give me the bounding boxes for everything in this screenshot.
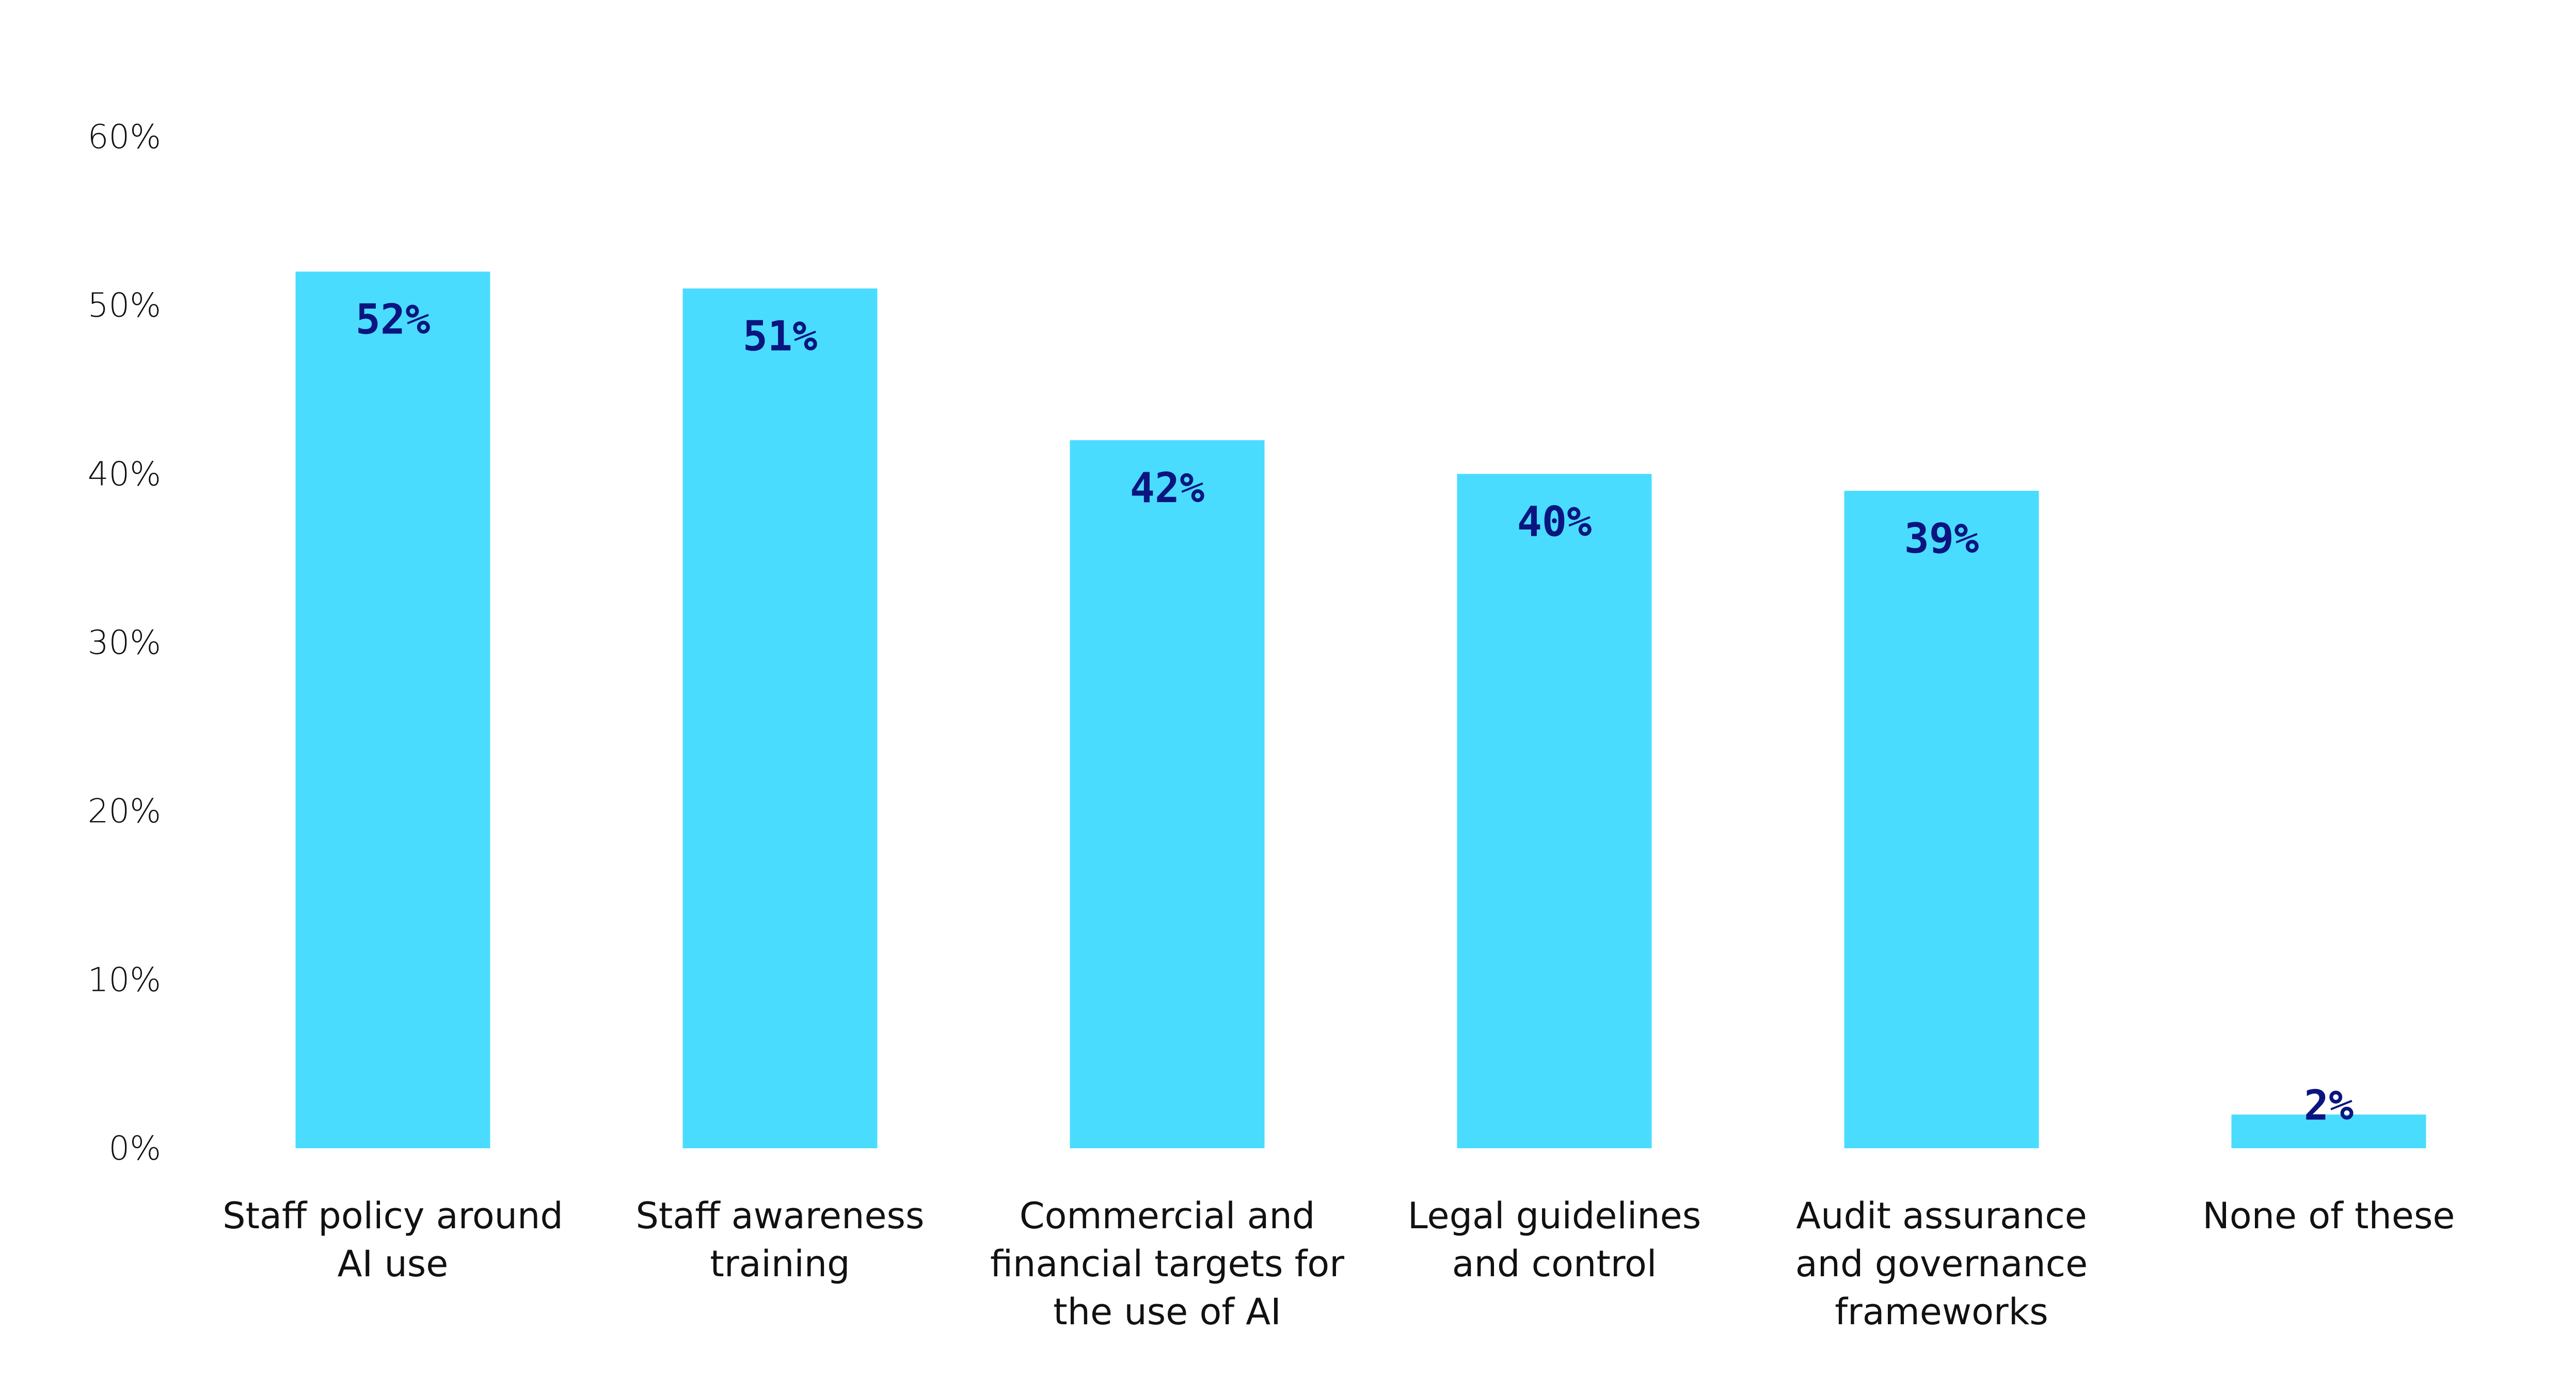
x-category-label: Commercial and <box>1020 1195 1315 1237</box>
bar-value-label: 42% <box>1130 464 1205 512</box>
x-axis: Staff policy around AI use Staff awareness… <box>222 1195 2455 1333</box>
x-category-label: and control <box>1452 1243 1657 1285</box>
x-category-label: Staff awareness <box>636 1195 925 1237</box>
y-tick-label: 0% <box>108 1130 161 1168</box>
bars: 52% 51% 42% 40% 39% 2% <box>295 271 2426 1149</box>
bar <box>682 288 878 1148</box>
bar-value-label: 51% <box>743 312 818 360</box>
x-category-label: and governance <box>1795 1243 2088 1285</box>
x-category-label: financial targets for <box>990 1243 1344 1285</box>
y-tick-label: 10% <box>88 961 161 999</box>
y-axis: 0% 10% 20% 30% 40% 50% 60% <box>88 118 161 1168</box>
x-category-label: Staff policy around <box>222 1195 563 1237</box>
bar-value-label: 39% <box>1904 515 1979 563</box>
x-category-label: training <box>710 1243 850 1285</box>
bar <box>1844 491 2039 1148</box>
x-category-label: AI use <box>338 1243 449 1285</box>
bar <box>1070 440 1265 1148</box>
bar <box>2231 1114 2426 1148</box>
x-category-label: the use of AI <box>1053 1291 1281 1333</box>
bar-value-label: 40% <box>1517 497 1592 545</box>
x-category-label: frameworks <box>1835 1291 2048 1333</box>
y-tick-label: 20% <box>88 793 161 831</box>
bar-value-label: 2% <box>2304 1082 2354 1130</box>
bar <box>295 271 490 1149</box>
bar <box>1457 474 1652 1149</box>
y-tick-label: 60% <box>88 118 161 156</box>
bar-value-label: 52% <box>356 295 431 343</box>
x-category-label: None of these <box>2202 1195 2455 1237</box>
x-category-label: Legal guidelines <box>1408 1195 1701 1237</box>
x-category-label: Audit assurance <box>1796 1195 2087 1237</box>
y-tick-label: 30% <box>88 624 161 662</box>
y-tick-label: 40% <box>88 455 161 493</box>
y-tick-label: 50% <box>88 287 161 325</box>
